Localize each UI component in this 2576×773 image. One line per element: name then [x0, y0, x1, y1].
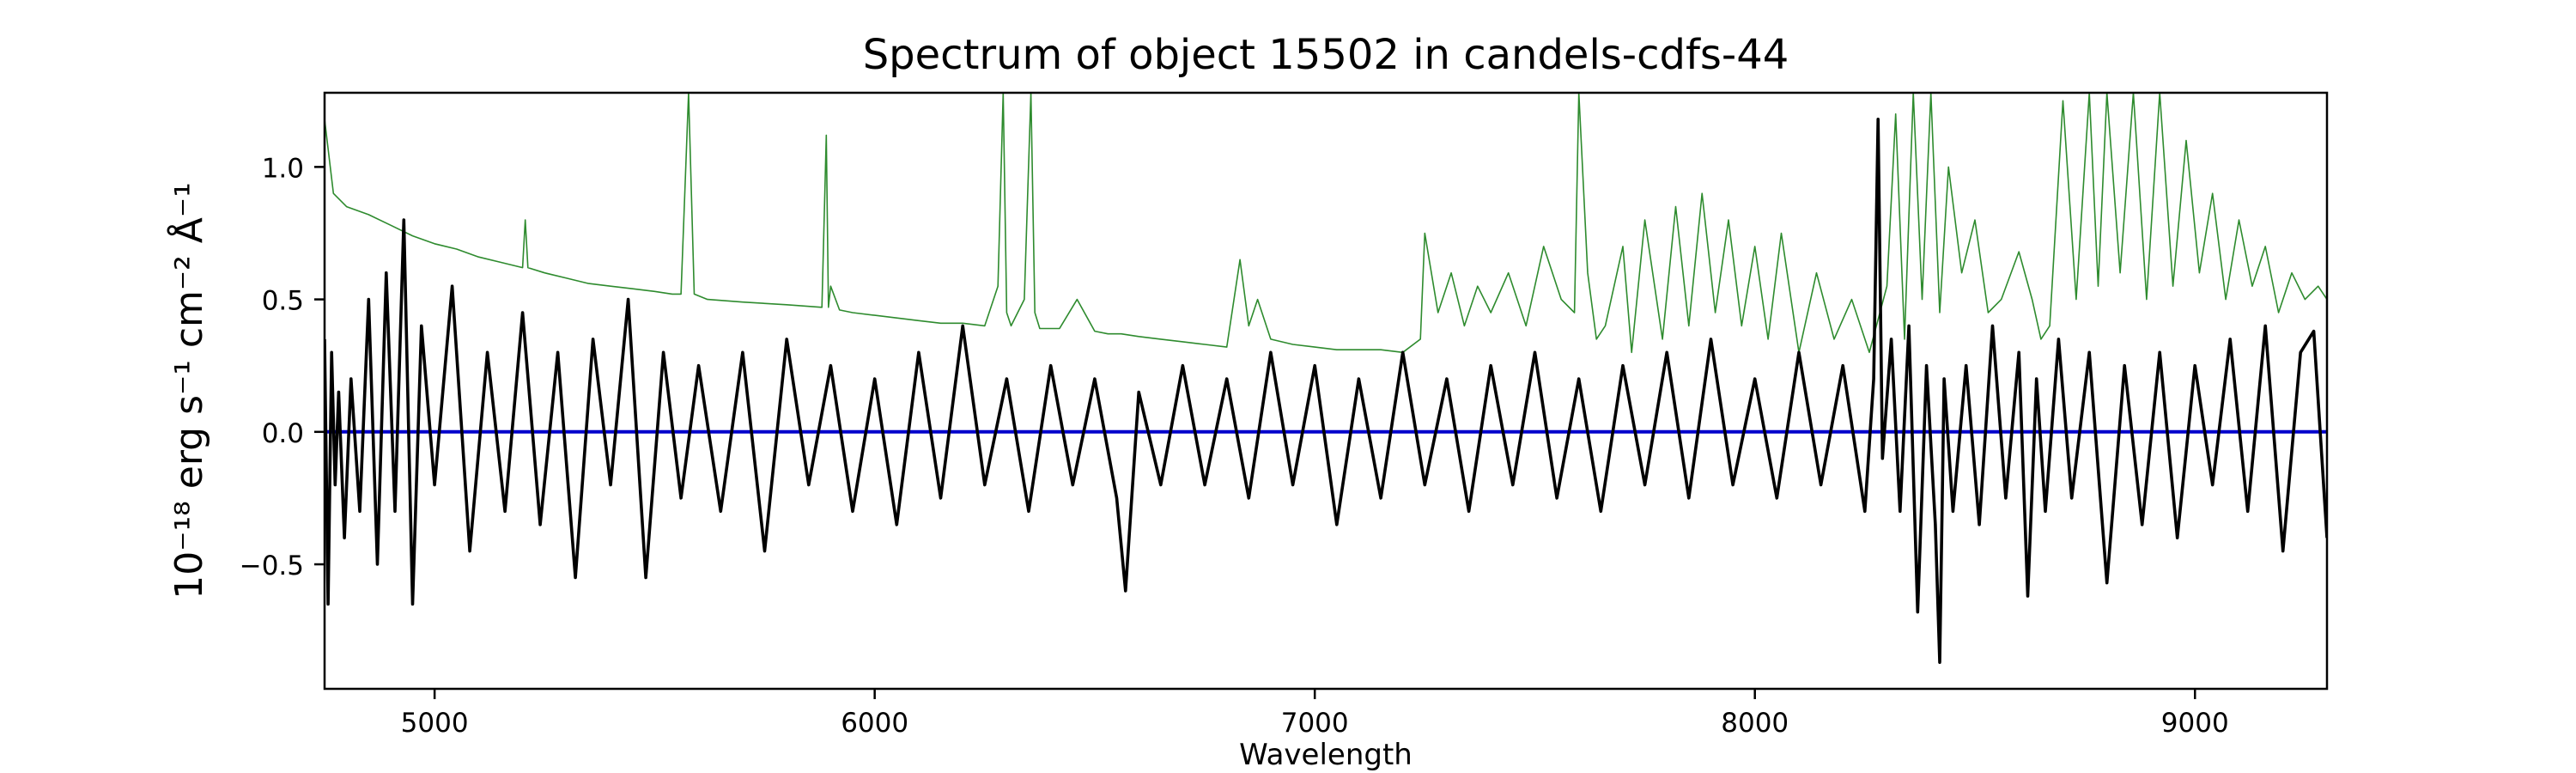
- series-data-line: [325, 118, 2327, 665]
- plot-area: [325, 93, 2327, 665]
- plot-frame: [323, 91, 2329, 691]
- y-tick-label-1: 0.0: [262, 418, 304, 449]
- y-axis: −0.5 0.0 0.5 1.0: [240, 153, 325, 581]
- chart-title: Spectrum of object 15502 in candels-cdfs…: [863, 31, 1789, 79]
- x-tick-label-5000: 5000: [401, 708, 469, 739]
- y-tick-label-0: −0.5: [240, 551, 304, 581]
- x-axis-label: Wavelength: [1239, 738, 1413, 772]
- x-tick-label-7000: 7000: [1281, 708, 1349, 739]
- x-tick-label-9000: 9000: [2161, 708, 2229, 739]
- x-tick-label-8000: 8000: [1721, 708, 1789, 739]
- y-axis-label: 10⁻¹⁸ erg s⁻¹ cm⁻² Å⁻¹: [166, 182, 211, 599]
- x-tick-label-6000: 6000: [841, 708, 908, 739]
- x-axis: 5000 6000 7000 8000 9000: [401, 689, 2229, 739]
- y-tick-label-3: 1.0: [262, 153, 304, 184]
- y-tick-label-2: 0.5: [262, 286, 304, 317]
- series-contamination-line: [325, 93, 2327, 354]
- series-layer: [325, 93, 2327, 665]
